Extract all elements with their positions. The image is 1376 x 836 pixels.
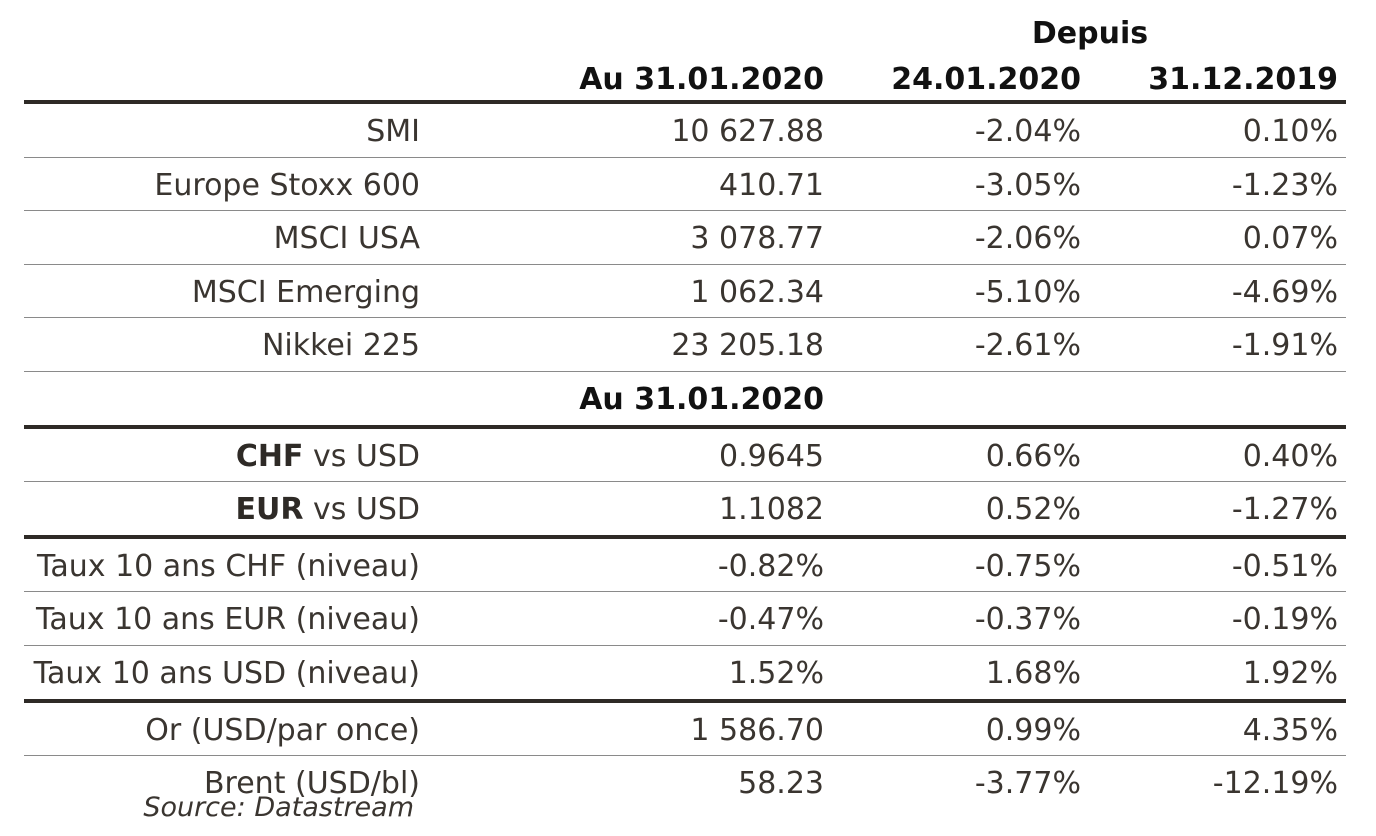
section-subheader: Au 31.01.2020	[579, 381, 824, 417]
row-label: Or (USD/par once)	[145, 712, 420, 748]
row-label: MSCI USA	[273, 221, 420, 257]
value-current: 3 078.77	[690, 221, 824, 257]
value-since-year: 0.07%	[1242, 221, 1338, 257]
value-since-week: -5.10%	[974, 274, 1081, 310]
currency-pair-suffix: vs USD	[303, 438, 420, 474]
value-since-year: -1.27%	[1231, 492, 1338, 528]
table-row: SMI 10 627.88 -2.04% 0.10%	[24, 104, 1346, 158]
section-subheader-row: Au 31.01.2020	[24, 372, 1346, 429]
value-current: 410.71	[719, 167, 824, 203]
table-row: Taux 10 ans USD (niveau) 1.52% 1.68% 1.9…	[24, 646, 1346, 703]
value-since-week: -2.61%	[974, 328, 1081, 364]
value-since-week: -3.05%	[974, 167, 1081, 203]
value-current: 0.9645	[719, 438, 824, 474]
row-label: Taux 10 ans CHF (niveau)	[37, 548, 420, 584]
table-top-rule	[24, 100, 1346, 104]
column-header-since-week: 24.01.2020	[891, 62, 1081, 97]
table-row: MSCI USA 3 078.77 -2.06% 0.07%	[24, 211, 1346, 265]
value-current: -0.82%	[717, 548, 824, 584]
value-since-year: -0.51%	[1231, 548, 1338, 584]
source-note: Source: Datastream	[143, 792, 414, 823]
column-header-since-year: 31.12.2019	[1148, 62, 1338, 97]
row-label: MSCI Emerging	[191, 274, 420, 310]
row-label: Europe Stoxx 600	[154, 167, 420, 203]
table-row: EUR vs USD 1.1082 0.52% -1.27%	[24, 482, 1346, 539]
value-current: -0.47%	[717, 602, 824, 638]
currency-code: CHF	[235, 438, 304, 474]
value-since-year: -4.69%	[1231, 274, 1338, 310]
value-current: 23 205.18	[671, 328, 824, 364]
row-label: EUR vs USD	[24, 482, 420, 534]
value-since-week: -3.77%	[974, 766, 1081, 802]
value-since-week: 0.66%	[985, 438, 1081, 474]
value-since-year: -1.23%	[1231, 167, 1338, 203]
market-table: SMI 10 627.88 -2.04% 0.10% Europe Stoxx …	[24, 100, 1346, 809]
value-current: 1.1082	[719, 492, 824, 528]
value-since-year: -1.91%	[1231, 328, 1338, 364]
value-since-week: 0.52%	[985, 492, 1081, 528]
value-since-week: -0.37%	[974, 602, 1081, 638]
currency-code: EUR	[235, 492, 304, 528]
value-current: 10 627.88	[671, 114, 824, 149]
value-current: 1.52%	[728, 655, 824, 691]
table-row: Taux 10 ans CHF (niveau) -0.82% -0.75% -…	[24, 539, 1346, 593]
table-row: Taux 10 ans EUR (niveau) -0.47% -0.37% -…	[24, 592, 1346, 646]
value-since-year: 4.35%	[1242, 712, 1338, 748]
value-current: 58.23	[738, 766, 824, 802]
currency-pair-suffix: vs USD	[303, 492, 420, 528]
value-since-week: 0.99%	[985, 712, 1081, 748]
row-label: Nikkei 225	[261, 328, 420, 364]
row-label: Taux 10 ans EUR (niveau)	[36, 602, 420, 638]
value-since-year: 0.10%	[1242, 114, 1338, 149]
table-row: Europe Stoxx 600 410.71 -3.05% -1.23%	[24, 158, 1346, 212]
table-row: MSCI Emerging 1 062.34 -5.10% -4.69%	[24, 265, 1346, 319]
value-since-year: -0.19%	[1231, 602, 1338, 638]
value-current: 1 062.34	[690, 274, 824, 310]
value-current: 1 586.70	[690, 712, 824, 748]
table-row: Nikkei 225 23 205.18 -2.61% -1.91%	[24, 318, 1346, 372]
header-group-title: Depuis	[1031, 16, 1149, 51]
table-row: Brent (USD/bl) 58.23 -3.77% -12.19%	[24, 756, 1346, 809]
column-header-current: Au 31.01.2020	[579, 62, 824, 97]
value-since-week: -2.04%	[974, 114, 1081, 149]
table-row: CHF vs USD 0.9645 0.66% 0.40%	[24, 429, 1346, 483]
value-since-year: 1.92%	[1242, 655, 1338, 691]
row-label: Brent (USD/bl)	[203, 766, 420, 802]
value-since-week: 1.68%	[985, 655, 1081, 691]
value-since-week: -0.75%	[974, 548, 1081, 584]
row-label: CHF vs USD	[24, 429, 420, 481]
value-since-week: -2.06%	[974, 221, 1081, 257]
row-label: Taux 10 ans USD (niveau)	[33, 655, 420, 691]
row-label: SMI	[366, 114, 420, 149]
table-row: Or (USD/par once) 1 586.70 0.99% 4.35%	[24, 703, 1346, 757]
value-since-year: 0.40%	[1242, 438, 1338, 474]
value-since-year: -12.19%	[1212, 766, 1338, 802]
